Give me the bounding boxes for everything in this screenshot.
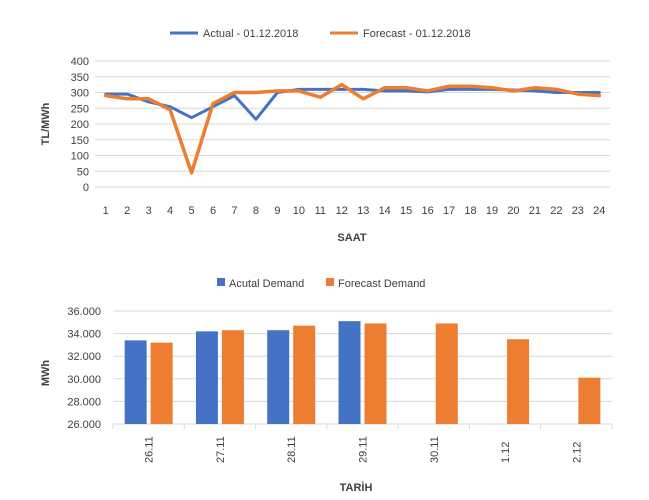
legend-swatch	[326, 278, 334, 286]
x-tick-label: 14	[379, 205, 391, 217]
y-tick-label: 28.000	[67, 396, 101, 408]
bar-actual-29.11	[338, 321, 361, 424]
x-tick-label: 15	[400, 205, 412, 217]
bar-actual-27.11	[195, 331, 218, 424]
top-line-chart: Actual - 01.12.2018 Forecast - 01.12.2018…	[40, 28, 610, 244]
legend-label: Forecast Demand	[338, 278, 425, 290]
x-tick-label: 28.11	[286, 436, 298, 463]
top-y-tick-labels: 0 50 100 150 200 250 300 350 400	[71, 56, 89, 194]
x-tick-label: 27.11	[215, 436, 227, 463]
bar-forecast-2.12	[578, 377, 601, 424]
bottom-x-tick-labels: 26.11 27.11 28.11 29.11 30.11 1.12 2.12	[144, 436, 584, 463]
bottom-y-tick-labels: 26.000 28.000 30.000 32.000 34.000 36.000	[67, 306, 101, 431]
legend-swatch	[217, 278, 225, 286]
top-x-tick-labels: 1 2 3 4 5 6 7 8 9 10 11 12 13 14 15 16 17 18 19 20 21 22 23 24	[103, 205, 606, 217]
y-tick-label: 400	[71, 56, 89, 68]
x-tick-label: 13	[357, 205, 369, 217]
y-tick-label: 26.000	[67, 419, 101, 431]
bar-forecast-28.11	[293, 325, 316, 424]
top-y-axis-title: TL/MWh	[40, 102, 52, 145]
x-tick-label: 22	[550, 205, 562, 217]
x-tick-label: 7	[231, 205, 237, 217]
y-tick-label: 50	[77, 166, 89, 178]
bar-forecast-30.11	[435, 323, 458, 424]
series-line-actual	[104, 87, 601, 121]
legend-label: Acutal Demand	[229, 278, 304, 290]
x-tick-label: 21	[529, 205, 541, 217]
x-tick-label: 30.11	[429, 436, 441, 463]
x-tick-label: 2	[124, 205, 130, 217]
bottom-x-axis-title: TARİH	[340, 481, 373, 494]
series-line-forecast	[103, 82, 602, 175]
x-tick-label: 11	[315, 205, 326, 217]
y-tick-label: 350	[71, 72, 89, 84]
y-tick-label: 32.000	[67, 351, 101, 363]
x-tick-label: 23	[572, 205, 584, 217]
y-tick-label: 300	[71, 88, 89, 100]
legend-label: Forecast - 01.12.2018	[363, 28, 471, 40]
x-tick-label: 24	[593, 205, 605, 217]
bottom-y-axis-title: MWh	[40, 360, 52, 387]
top-legend: Actual - 01.12.2018 Forecast - 01.12.2018	[170, 28, 471, 40]
x-tick-label: 18	[464, 205, 476, 217]
x-tick-label: 6	[210, 205, 216, 217]
x-tick-label: 26.11	[144, 436, 156, 463]
top-series-lines	[103, 82, 602, 175]
x-tick-label: 16	[421, 205, 433, 217]
bottom-bar-chart: Acutal Demand Forecast Demand 26.000 28.00…	[40, 278, 613, 494]
bar-actual-26.11	[124, 340, 147, 424]
bar-forecast-27.11	[221, 330, 244, 424]
x-tick-label: 9	[274, 205, 280, 217]
x-tick-label: 1	[103, 205, 109, 217]
bottom-legend: Acutal Demand Forecast Demand	[217, 278, 425, 290]
legend-label: Actual - 01.12.2018	[203, 28, 298, 40]
x-tick-label: 29.11	[358, 436, 370, 463]
x-tick-label: 10	[293, 205, 305, 217]
x-tick-label: 17	[443, 205, 455, 217]
bar-forecast-29.11	[364, 323, 387, 424]
bar-actual-28.11	[267, 330, 290, 424]
x-tick-label: 5	[189, 205, 195, 217]
x-tick-label: 12	[336, 205, 348, 217]
x-tick-label: 4	[167, 205, 173, 217]
bar-forecast-26.11	[150, 342, 173, 424]
y-tick-label: 250	[71, 103, 89, 115]
y-tick-label: 36.000	[67, 306, 101, 318]
y-tick-label: 30.000	[67, 374, 101, 386]
x-tick-label: 19	[486, 205, 498, 217]
bottom-gridlines	[112, 310, 613, 429]
y-tick-label: 150	[71, 135, 89, 147]
bottom-bars	[124, 321, 601, 424]
x-tick-label: 1.12	[500, 442, 512, 463]
y-tick-label: 200	[71, 119, 89, 131]
bar-forecast-1.12	[507, 339, 530, 424]
top-gridlines	[95, 60, 610, 188]
x-tick-label: 20	[507, 205, 519, 217]
y-tick-label: 100	[71, 151, 89, 163]
y-tick-label: 34.000	[67, 329, 101, 341]
top-x-axis-title: SAAT	[337, 232, 366, 244]
x-tick-label: 8	[253, 205, 259, 217]
x-tick-label: 3	[146, 205, 152, 217]
x-tick-label: 2.12	[571, 442, 583, 463]
y-tick-label: 0	[83, 182, 89, 194]
